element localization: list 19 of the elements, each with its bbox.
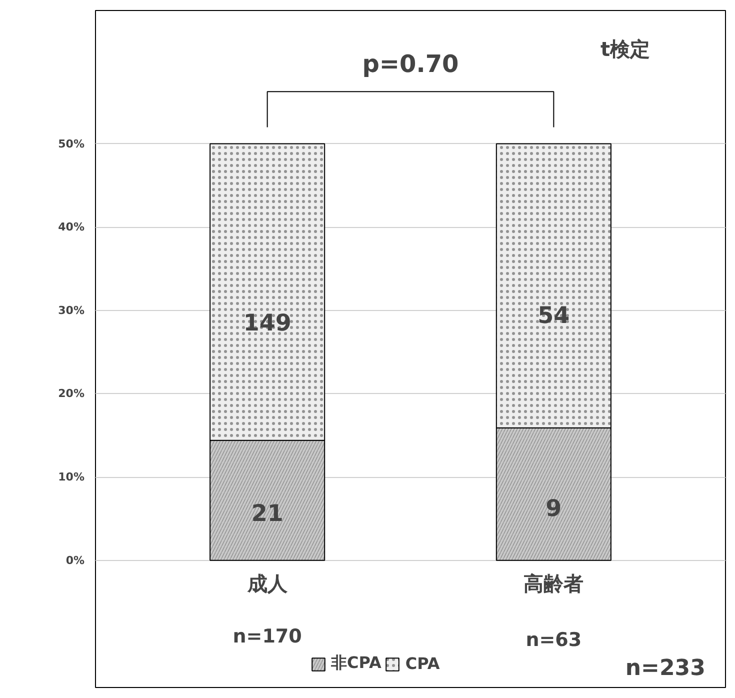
x-tick-label: 成人 — [246, 571, 288, 596]
annotation: 21 — [251, 500, 284, 527]
text: n=170 — [232, 625, 302, 648]
legend-label: CPA — [405, 654, 440, 673]
annotation: 9 — [546, 496, 562, 522]
text: n=63 — [526, 629, 582, 652]
annotation: p=0.70 — [362, 50, 459, 78]
y-tick-label: 30% — [58, 304, 85, 317]
y-tick-label: 40% — [58, 220, 85, 234]
y-tick-label: 50% — [58, 137, 85, 150]
annotation: t検定 — [600, 36, 650, 61]
y-tick-label: 20% — [58, 387, 85, 400]
y-tick-label: 10% — [58, 470, 85, 484]
annotation: 149 — [243, 310, 292, 336]
x-tick-label: 高齢者 — [524, 571, 584, 596]
annotation: 54 — [538, 302, 570, 329]
legend-label: 非CPA — [331, 653, 382, 674]
text: n=233 — [625, 656, 706, 682]
y-tick-label: 0% — [66, 554, 85, 567]
